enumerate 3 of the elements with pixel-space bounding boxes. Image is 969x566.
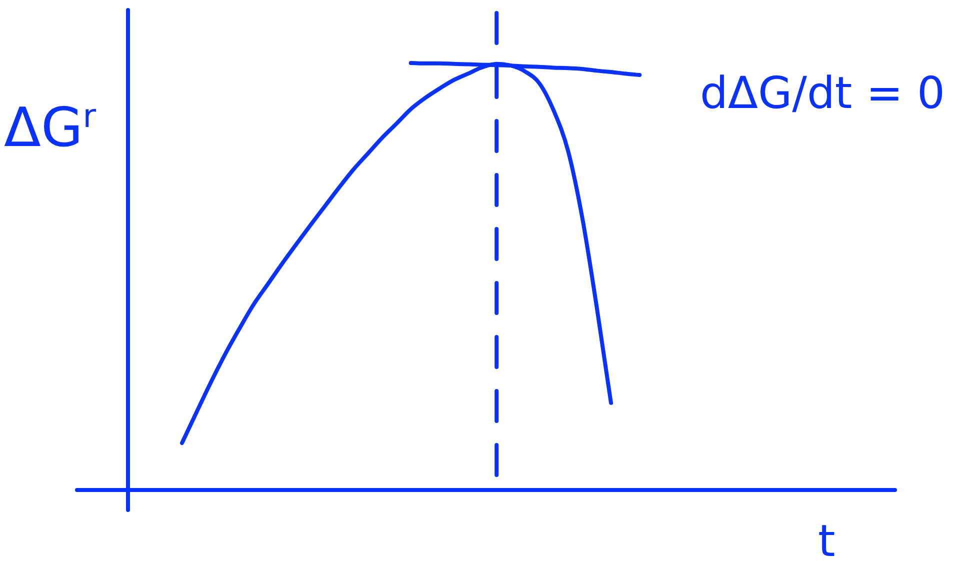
y-axis-title: ΔG$^{r}$ bbox=[4, 96, 97, 159]
x-axis-title: t bbox=[818, 516, 836, 566]
text: dΔG/dt = 0 bbox=[700, 68, 945, 119]
